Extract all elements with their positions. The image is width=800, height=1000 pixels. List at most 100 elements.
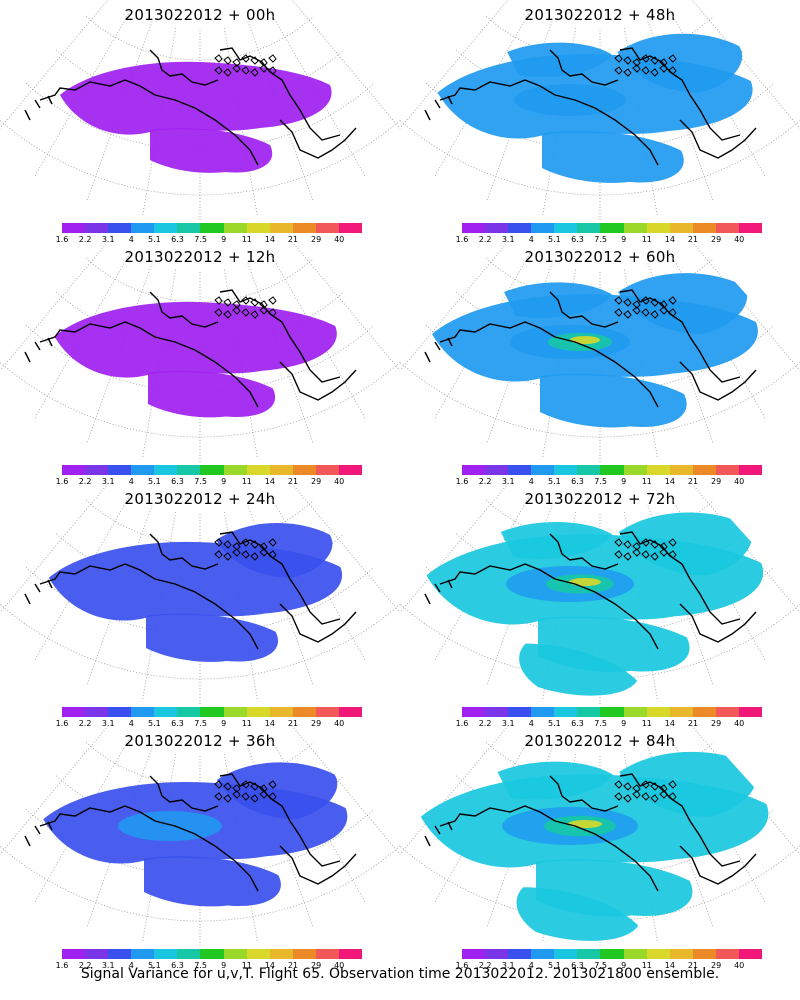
arctic-island xyxy=(659,784,668,793)
colorbar-label: 29 xyxy=(711,719,722,728)
colorbar-swatch xyxy=(623,465,647,475)
colorbar-swatch xyxy=(577,707,601,717)
colorbar-label: 9 xyxy=(221,235,227,244)
arctic-island xyxy=(250,310,259,319)
colorbar-swatch xyxy=(154,949,178,959)
panel-title: 2013022012 + 84h xyxy=(524,732,676,750)
colorbar-swatch xyxy=(462,707,486,717)
colorbar-label: 6.3 xyxy=(171,235,184,244)
colorbar-swatch xyxy=(600,465,624,475)
panel-title: 2013022012 + 60h xyxy=(524,248,676,266)
coastline xyxy=(679,603,757,643)
colorbar-swatch xyxy=(154,465,178,475)
map-figure xyxy=(0,484,400,704)
colorbar-swatch xyxy=(108,949,132,959)
coastline xyxy=(439,321,659,408)
colorbar-label: 7.5 xyxy=(194,719,207,728)
variance-contour xyxy=(618,512,753,576)
arctic-island xyxy=(632,784,641,793)
arctic-island xyxy=(641,550,650,559)
colorbar xyxy=(62,949,363,959)
variance-field xyxy=(43,762,348,907)
colorbar-label: 21 xyxy=(287,477,299,486)
arctic-island xyxy=(614,308,623,317)
map-figure xyxy=(400,484,800,704)
variance-contour xyxy=(516,887,639,941)
colorbar-swatch xyxy=(108,223,132,233)
colorbar-label: 2.2 xyxy=(478,719,492,728)
colorbar-label: 6.3 xyxy=(571,235,584,244)
panel-title: 2013022012 + 12h xyxy=(124,248,276,266)
variance-contour xyxy=(148,370,276,418)
colorbar-swatch xyxy=(338,223,363,233)
variance-field xyxy=(48,523,343,662)
colorbar-swatch xyxy=(200,949,224,959)
colorbar-swatch xyxy=(315,223,339,233)
arctic-island xyxy=(632,790,641,799)
arctic-island xyxy=(268,792,277,801)
arctic-island xyxy=(650,782,659,791)
colorbar-label: 29 xyxy=(311,961,322,970)
arctic-island xyxy=(623,540,632,549)
colorbar-swatch xyxy=(692,949,716,959)
colorbar-labels: 1.6 2.2 3.1 4 5.1 6.3 7.5 9 11 14 21 29 40 xyxy=(48,477,378,487)
colorbar-label: 11 xyxy=(641,477,652,486)
colorbar-label: 21 xyxy=(687,235,699,244)
colorbar-swatch xyxy=(692,223,716,233)
colorbar-label: 40 xyxy=(334,235,345,244)
colorbar-swatch xyxy=(246,465,270,475)
coastline xyxy=(424,337,453,363)
coastline xyxy=(39,563,259,650)
colorbar-label: 5.1 xyxy=(548,719,561,728)
map-figure xyxy=(400,242,800,462)
variance-field xyxy=(420,751,769,941)
arctic-island xyxy=(214,66,223,75)
colorbar-label: 4 xyxy=(128,719,134,728)
coastline xyxy=(439,563,659,650)
colorbar-swatch xyxy=(177,223,201,233)
arctic-island xyxy=(214,538,223,547)
arctic-island xyxy=(214,54,223,63)
colorbar-swatch xyxy=(692,707,716,717)
colorbar-label: 4 xyxy=(528,719,534,728)
arctic-island xyxy=(214,792,223,801)
colorbar-swatch xyxy=(177,707,201,717)
colorbar-label: 7.5 xyxy=(194,235,207,244)
arctic-island xyxy=(668,296,677,305)
coastline xyxy=(219,47,341,141)
map-panel-84h: 2013022012 + 84h 1.6 2.2 3.1 4 5.1 6.3 7.5 9 11 1… xyxy=(400,726,800,970)
map-figure xyxy=(0,242,400,462)
colorbar-label: 14 xyxy=(264,719,275,728)
colorbar-swatch xyxy=(531,465,555,475)
colorbar-swatch xyxy=(315,707,339,717)
arctic-island xyxy=(259,64,268,73)
variance-field xyxy=(60,61,332,173)
coastline xyxy=(679,361,757,401)
colorbar-label: 9 xyxy=(621,719,627,728)
colorbar-swatch xyxy=(600,223,624,233)
coastline xyxy=(39,805,259,892)
coastline xyxy=(24,579,53,605)
colorbar-swatch xyxy=(623,223,647,233)
arctic-island xyxy=(659,64,668,73)
arctic-island xyxy=(268,296,277,305)
colorbar-swatch xyxy=(646,949,670,959)
colorbar-swatch xyxy=(108,707,132,717)
colorbar-label: 6.3 xyxy=(171,477,184,486)
colorbar-label: 3.1 xyxy=(101,961,115,970)
colorbar-label: 11 xyxy=(241,719,252,728)
colorbar-swatch xyxy=(554,223,578,233)
arctic-island xyxy=(232,542,241,551)
arctic-island xyxy=(241,66,250,75)
colorbar-label: 6.3 xyxy=(571,961,584,970)
colorbar-label: 14 xyxy=(664,719,675,728)
colorbar-label: 1.6 xyxy=(455,477,469,486)
map-panel-60h: 2013022012 + 60h 1.6 2.2 3.1 4 5.1 6.3 7.5 9 11 1… xyxy=(400,242,800,486)
arctic-island xyxy=(668,550,677,559)
panel-title: 2013022012 + 48h xyxy=(524,6,676,24)
colorbar-swatch xyxy=(485,949,509,959)
colorbar-swatch xyxy=(154,223,178,233)
arctic-island xyxy=(614,538,623,547)
arctic-island xyxy=(232,790,241,799)
coastline xyxy=(219,773,341,867)
